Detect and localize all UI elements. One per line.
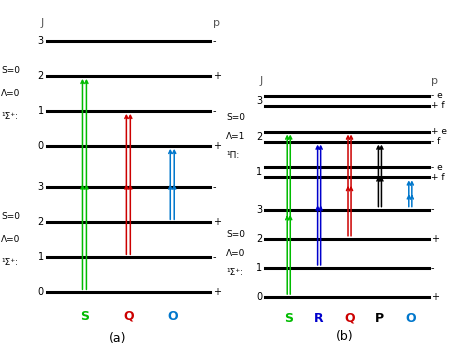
Text: - e: - e: [430, 91, 442, 100]
Text: -: -: [430, 204, 434, 215]
Text: p: p: [213, 18, 220, 28]
Text: 1: 1: [256, 167, 263, 177]
Text: S: S: [284, 312, 293, 325]
Text: 0: 0: [38, 287, 44, 297]
Text: J: J: [259, 76, 263, 86]
Text: 1: 1: [256, 263, 263, 273]
Text: S=0: S=0: [1, 66, 20, 75]
Text: +: +: [430, 234, 439, 244]
Text: S: S: [80, 310, 89, 323]
Text: -: -: [213, 106, 216, 116]
Text: +: +: [430, 292, 439, 302]
Text: S=0: S=0: [226, 230, 245, 239]
Text: +: +: [213, 141, 221, 151]
Text: -: -: [430, 263, 434, 273]
Text: J: J: [41, 18, 44, 28]
Text: -: -: [213, 182, 216, 192]
Text: (b): (b): [335, 330, 353, 343]
Text: S=0: S=0: [226, 113, 245, 122]
Text: (a): (a): [109, 332, 126, 345]
Text: 3: 3: [38, 36, 44, 46]
Text: Q: Q: [344, 312, 355, 325]
Text: 3: 3: [38, 182, 44, 192]
Text: 3: 3: [256, 96, 263, 106]
Text: 0: 0: [38, 141, 44, 151]
Text: -: -: [213, 36, 216, 46]
Text: 2: 2: [256, 132, 263, 142]
Text: - e: - e: [430, 163, 442, 172]
Text: 3: 3: [256, 204, 263, 215]
Text: 2: 2: [37, 217, 44, 227]
Text: Λ=0: Λ=0: [226, 249, 245, 258]
Text: +: +: [213, 217, 221, 227]
Text: 2: 2: [37, 71, 44, 81]
Text: ¹Σ⁺:: ¹Σ⁺:: [1, 258, 18, 267]
Text: ¹Σ⁺:: ¹Σ⁺:: [226, 268, 243, 277]
Text: O: O: [167, 310, 178, 323]
Text: O: O: [405, 312, 415, 325]
Text: Λ=1: Λ=1: [226, 132, 245, 141]
Text: Λ=0: Λ=0: [1, 89, 21, 98]
Text: - f: - f: [430, 137, 440, 146]
Text: P: P: [375, 312, 384, 325]
Text: p: p: [430, 76, 438, 86]
Text: 1: 1: [38, 252, 44, 262]
Text: 2: 2: [256, 234, 263, 244]
Text: Λ=0: Λ=0: [1, 235, 21, 244]
Text: ¹Π:: ¹Π:: [226, 151, 239, 160]
Text: 1: 1: [38, 106, 44, 116]
Text: +: +: [213, 287, 221, 297]
Text: + e: + e: [430, 127, 446, 136]
Text: + f: + f: [430, 101, 444, 110]
Text: 0: 0: [256, 292, 263, 302]
Text: ¹Σ⁺:: ¹Σ⁺:: [1, 112, 18, 121]
Text: -: -: [213, 252, 216, 262]
Text: R: R: [314, 312, 324, 325]
Text: S=0: S=0: [1, 212, 20, 221]
Text: +: +: [213, 71, 221, 81]
Text: + f: + f: [430, 173, 444, 182]
Text: Q: Q: [123, 310, 133, 323]
